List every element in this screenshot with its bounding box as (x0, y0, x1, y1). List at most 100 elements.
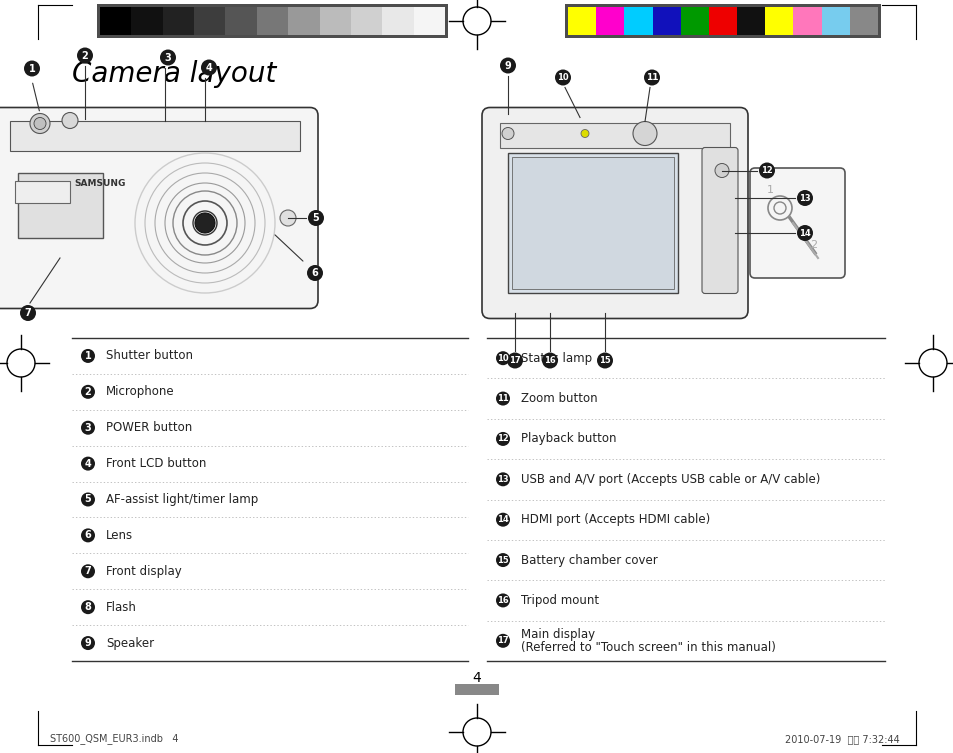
Text: 15: 15 (497, 556, 508, 565)
Bar (764, 7, 793, 35)
Circle shape (643, 69, 659, 86)
Bar (564, 4, 880, 38)
Circle shape (496, 593, 510, 608)
Circle shape (496, 432, 510, 446)
Circle shape (34, 117, 46, 130)
Text: 5: 5 (85, 495, 91, 505)
Circle shape (496, 513, 510, 526)
Text: 6: 6 (312, 268, 318, 278)
Circle shape (81, 456, 95, 471)
Text: Shutter button: Shutter button (106, 349, 193, 362)
Text: 12: 12 (497, 434, 508, 444)
Text: 2010-07-19  오후 7:32:44: 2010-07-19 오후 7:32:44 (784, 734, 899, 744)
Circle shape (77, 47, 92, 63)
Circle shape (81, 492, 95, 507)
Text: Main display: Main display (520, 628, 595, 642)
Text: Flash: Flash (106, 601, 136, 614)
Text: ST600_QSM_EUR3.indb   4: ST600_QSM_EUR3.indb 4 (50, 733, 178, 745)
Circle shape (62, 112, 78, 129)
Circle shape (30, 114, 50, 133)
Text: 3: 3 (165, 53, 172, 62)
Text: 2: 2 (85, 387, 91, 397)
Circle shape (81, 385, 95, 399)
Text: 11: 11 (497, 394, 508, 403)
Circle shape (496, 634, 510, 648)
Bar (507, 153, 678, 292)
Text: 16: 16 (543, 356, 556, 365)
Text: 7: 7 (25, 308, 31, 318)
Text: 17: 17 (509, 356, 520, 365)
Text: 15: 15 (598, 356, 610, 365)
Bar (163, 7, 193, 35)
Circle shape (541, 352, 558, 368)
Text: Front LCD button: Front LCD button (106, 457, 206, 470)
FancyBboxPatch shape (0, 108, 317, 309)
Circle shape (597, 352, 613, 368)
Text: 4: 4 (472, 671, 481, 685)
Circle shape (496, 553, 510, 567)
Bar (18, 173, 103, 238)
Text: Front display: Front display (106, 565, 182, 578)
Text: 4: 4 (206, 62, 213, 72)
FancyBboxPatch shape (481, 108, 747, 319)
Text: 16: 16 (497, 596, 508, 605)
Text: 4: 4 (85, 459, 91, 468)
Text: Battery chamber cover: Battery chamber cover (520, 553, 657, 566)
Bar (849, 7, 877, 35)
Text: 2: 2 (82, 50, 89, 60)
Bar (499, 123, 729, 148)
Text: HDMI port (Accepts HDMI cable): HDMI port (Accepts HDMI cable) (520, 514, 709, 526)
Text: 17: 17 (497, 636, 508, 645)
Bar (132, 7, 163, 35)
Circle shape (307, 265, 323, 281)
Text: 14: 14 (497, 515, 508, 524)
Text: Microphone: Microphone (106, 386, 174, 398)
Bar (652, 7, 680, 35)
Text: (Referred to "Touch screen" in this manual): (Referred to "Touch screen" in this manu… (520, 642, 775, 654)
Text: 9: 9 (85, 638, 91, 648)
Circle shape (280, 210, 295, 226)
Text: 10: 10 (557, 73, 568, 82)
Text: Camera layout: Camera layout (71, 60, 276, 88)
Circle shape (308, 210, 324, 226)
Bar (737, 7, 764, 35)
Circle shape (506, 352, 522, 368)
Circle shape (81, 564, 95, 578)
Circle shape (160, 50, 175, 66)
Text: Lens: Lens (106, 529, 133, 542)
Text: 1: 1 (29, 63, 35, 74)
Circle shape (633, 121, 657, 145)
FancyBboxPatch shape (701, 148, 738, 294)
Text: AF-assist light/timer lamp: AF-assist light/timer lamp (106, 493, 258, 506)
Bar (15, 181, 70, 203)
Circle shape (194, 213, 214, 233)
Circle shape (496, 392, 510, 406)
Text: Playback button: Playback button (520, 432, 616, 446)
Text: Zoom button: Zoom button (520, 392, 597, 405)
Text: 6: 6 (85, 530, 91, 541)
Text: POWER button: POWER button (106, 421, 193, 434)
Bar (319, 7, 351, 35)
Bar (256, 7, 288, 35)
Bar (623, 7, 652, 35)
Circle shape (714, 163, 728, 178)
Text: 7: 7 (85, 566, 91, 576)
Bar (821, 7, 849, 35)
Text: 10: 10 (497, 354, 508, 363)
Circle shape (796, 225, 812, 241)
Circle shape (496, 472, 510, 486)
FancyBboxPatch shape (749, 168, 844, 278)
Text: SAMSUNG: SAMSUNG (74, 178, 126, 187)
Circle shape (20, 305, 36, 321)
Bar (596, 7, 623, 35)
Text: 8: 8 (85, 602, 91, 612)
Bar (680, 7, 708, 35)
Bar (288, 7, 319, 35)
Circle shape (796, 190, 812, 206)
Bar (414, 7, 444, 35)
Circle shape (24, 60, 40, 77)
Circle shape (201, 59, 216, 75)
Bar (567, 7, 596, 35)
Text: 5: 5 (313, 213, 319, 223)
Circle shape (580, 130, 588, 138)
